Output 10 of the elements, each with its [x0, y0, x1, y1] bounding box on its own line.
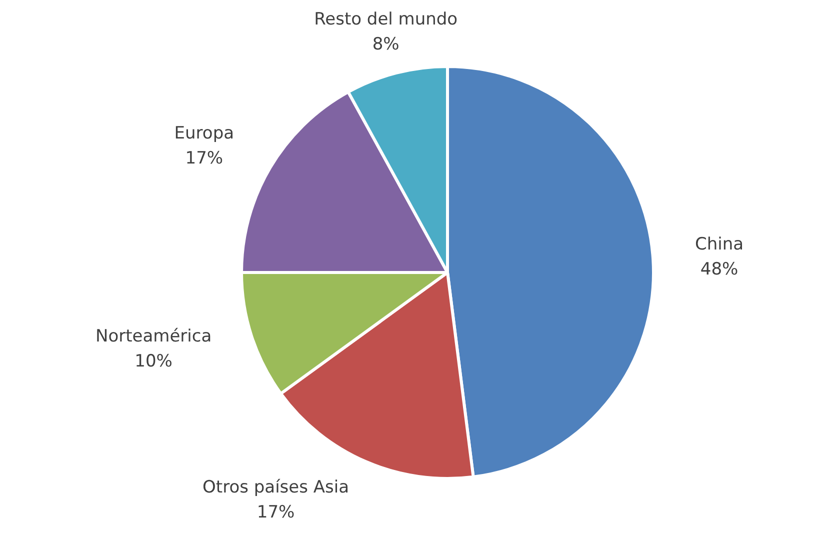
slice-label: Europa — [174, 124, 234, 144]
slice-label: Resto del mundo — [314, 10, 458, 30]
data-label: 10% — [134, 352, 172, 372]
slice-label: Norteamérica — [95, 326, 212, 347]
slice-label: China — [695, 234, 744, 254]
slice-label: Otros países Asia — [202, 478, 350, 498]
data-label: 8% — [372, 34, 400, 55]
data-label: 48% — [700, 259, 738, 280]
data-label: 17% — [256, 502, 295, 523]
data-label: 17% — [185, 148, 224, 169]
